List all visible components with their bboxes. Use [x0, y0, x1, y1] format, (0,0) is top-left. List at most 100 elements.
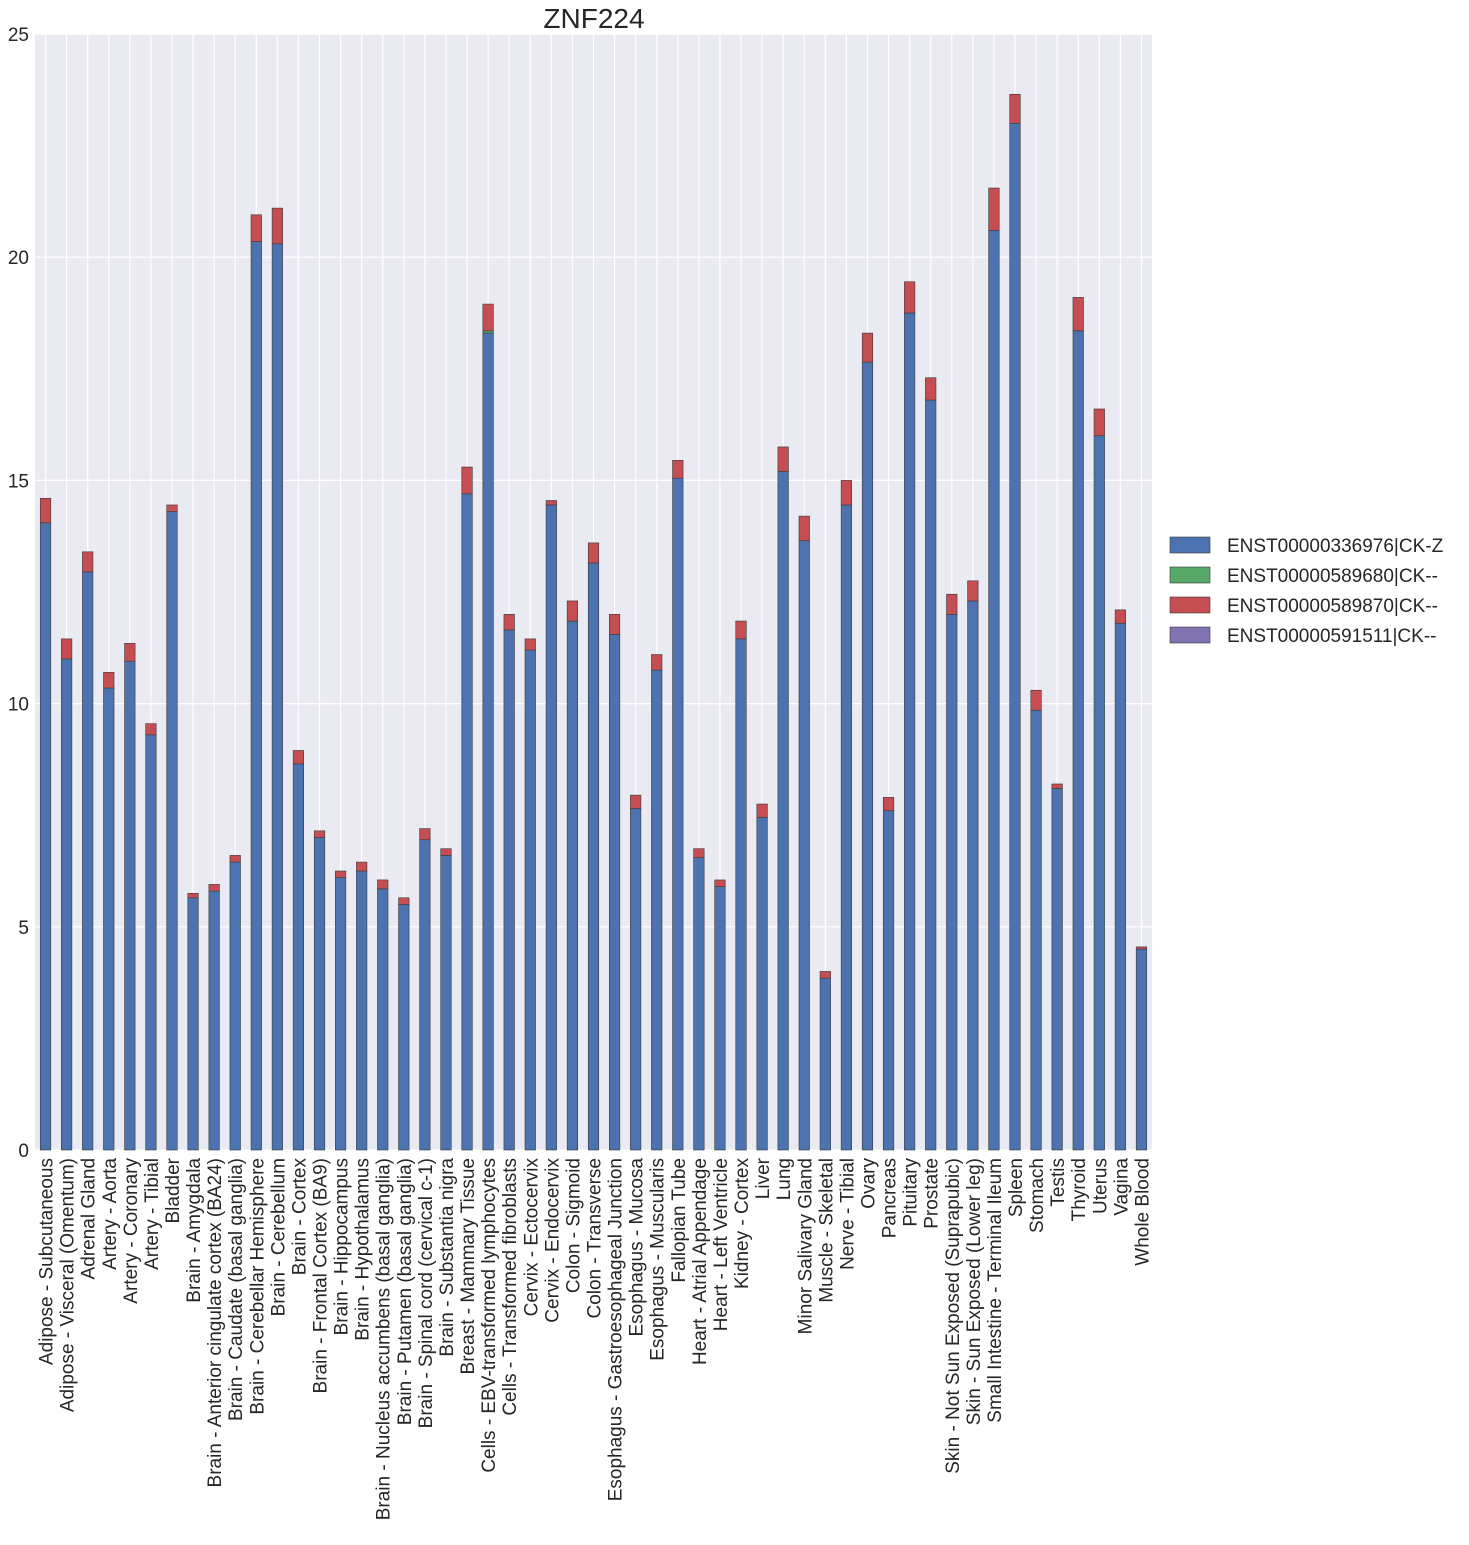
bar-44-series-2 [967, 580, 979, 602]
bar-28-series-2 [630, 794, 642, 809]
bar-12-series-2 [292, 750, 305, 765]
bar-42-series-2 [925, 377, 937, 401]
bar-20-series-0 [461, 493, 473, 1151]
bar-40-series-0 [882, 810, 895, 1151]
x-tick-label-3: Artery - Aorta [100, 1158, 121, 1270]
bar-50-series-2 [1093, 408, 1105, 437]
legend-swatch-3 [1169, 626, 1211, 644]
x-tick-label-11: Brain - Cerebellum [268, 1158, 289, 1316]
x-tick-label-42: Prostate [922, 1158, 943, 1229]
x-tick-label-32: Heart - Left Ventricle [711, 1158, 732, 1331]
x-tick-label-25: Colon - Sigmoid [563, 1158, 584, 1293]
bar-29-series-0 [651, 669, 663, 1151]
bar-32-series-0 [714, 886, 726, 1151]
bar-48-series-0 [1051, 788, 1063, 1151]
x-tick-label-33: Kidney - Cortex [732, 1158, 753, 1289]
bar-9-series-0 [229, 861, 241, 1151]
x-tick-label-5: Artery - Tibial [142, 1158, 163, 1270]
bar-11-series-0 [271, 243, 283, 1151]
bar-27-series-2 [609, 614, 621, 635]
bar-52-series-2 [1135, 946, 1148, 950]
bar-35-series-0 [777, 471, 789, 1151]
x-tick-label-24: Cervix - Endocervix [542, 1158, 563, 1323]
x-tick-label-19: Brain - Substantia nigra [437, 1158, 458, 1357]
bar-36-series-0 [798, 540, 810, 1151]
bar-2-series-2 [82, 551, 94, 573]
bar-38-series-2 [840, 480, 852, 506]
bar-21-series-2 [482, 303, 494, 332]
bar-26-series-0 [587, 562, 600, 1151]
bar-46-series-2 [1009, 93, 1021, 124]
x-tick-label-34: Liver [753, 1157, 774, 1199]
bar-23-series-0 [524, 649, 536, 1151]
bar-5-series-0 [145, 734, 157, 1151]
bar-35-series-2 [777, 446, 789, 472]
x-tick-label-46: Spleen [1006, 1158, 1027, 1217]
bar-51-series-0 [1114, 622, 1126, 1151]
bar-51-series-2 [1114, 609, 1126, 624]
x-tick-label-26: Colon - Transverse [585, 1158, 606, 1319]
legend-label-2: ENST00000589870|CK-- [1227, 596, 1438, 617]
bar-45-series-0 [988, 230, 1000, 1151]
legend-label-1: ENST00000589680|CK-- [1227, 566, 1438, 587]
x-tick-label-22: Cells - Transformed fibroblasts [500, 1158, 521, 1416]
x-tick-label-7: Brain - Amygdala [184, 1158, 205, 1303]
bars-group [39, 93, 1148, 1151]
bar-3-series-0 [103, 687, 115, 1151]
bar-16-series-0 [377, 888, 389, 1151]
x-tick-label-45: Small Intestine - Terminal Ileum [985, 1158, 1006, 1423]
bar-34-series-0 [756, 817, 768, 1151]
bar-22-series-0 [503, 629, 515, 1151]
bar-8-series-2 [208, 884, 220, 892]
bar-4-series-2 [124, 643, 136, 662]
bar-27-series-0 [609, 634, 621, 1151]
x-tick-label-47: Stomach [1027, 1158, 1048, 1233]
x-tick-label-31: Heart - Atrial Appendage [690, 1158, 711, 1365]
bar-15-series-2 [356, 861, 368, 872]
bar-26-series-2 [587, 542, 600, 564]
bar-28-series-0 [630, 808, 642, 1151]
legend-label-0: ENST00000336976|CK-Z [1227, 536, 1444, 557]
bar-14-series-0 [335, 877, 347, 1151]
legend: ENST00000336976|CK-Z ENST00000589680|CK--… [1169, 536, 1444, 647]
bar-13-series-0 [313, 837, 326, 1151]
x-tick-label-35: Lung [774, 1158, 795, 1200]
bar-29-series-2 [651, 654, 663, 671]
bar-52-series-0 [1135, 948, 1148, 1151]
x-tick-label-41: Pituitary [901, 1158, 922, 1227]
bar-39-series-2 [861, 332, 874, 363]
x-tick-label-0: Adipose - Subcutaneous [37, 1158, 58, 1365]
bar-36-series-2 [798, 515, 810, 541]
bar-21-series-0 [482, 332, 494, 1151]
x-tick-label-38: Nerve - Tibial [837, 1158, 858, 1270]
bar-47-series-0 [1030, 709, 1042, 1151]
bar-0-series-0 [39, 522, 52, 1151]
bar-42-series-0 [925, 399, 937, 1151]
bar-45-series-2 [988, 187, 1000, 231]
bar-19-series-0 [440, 855, 452, 1151]
bar-17-series-0 [398, 904, 410, 1151]
bar-34-series-2 [756, 803, 768, 818]
legend-label-3: ENST00000591511|CK-- [1227, 626, 1436, 647]
bar-1-series-2 [61, 638, 73, 660]
bar-49-series-2 [1072, 297, 1084, 332]
x-tick-label-8: Brain - Anterior cingulate cortex (BA24) [205, 1158, 226, 1488]
bar-49-series-0 [1072, 330, 1084, 1151]
x-axis-ticks: Adipose - Subcutaneous Adipose - Visceral… [37, 1157, 1154, 1520]
bar-22-series-2 [503, 614, 515, 631]
bar-31-series-2 [693, 848, 705, 858]
bar-10-series-2 [250, 214, 262, 242]
bar-25-series-2 [566, 600, 578, 622]
bar-16-series-2 [377, 879, 389, 890]
x-tick-label-20: Breast - Mammary Tissue [458, 1158, 479, 1374]
bar-9-series-2 [229, 855, 241, 863]
x-tick-label-14: Brain - Hippocampus [332, 1158, 353, 1335]
bar-21-series-1 [482, 330, 494, 334]
x-tick-label-43: Skin - Not Sun Exposed (Suprapubic) [943, 1158, 964, 1474]
bar-44-series-0 [967, 600, 979, 1151]
x-tick-label-50: Uterus [1090, 1158, 1111, 1214]
bar-39-series-0 [861, 361, 874, 1151]
x-tick-label-9: Brain - Caudate (basal ganglia) [226, 1158, 247, 1421]
x-tick-label-27: Esophagus - Gastroesophageal Junction [606, 1158, 627, 1501]
